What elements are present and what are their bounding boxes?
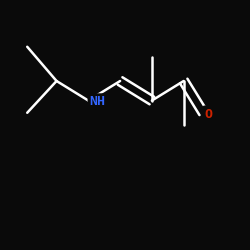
Text: NH: NH [90, 95, 106, 108]
Text: O: O [204, 108, 212, 120]
